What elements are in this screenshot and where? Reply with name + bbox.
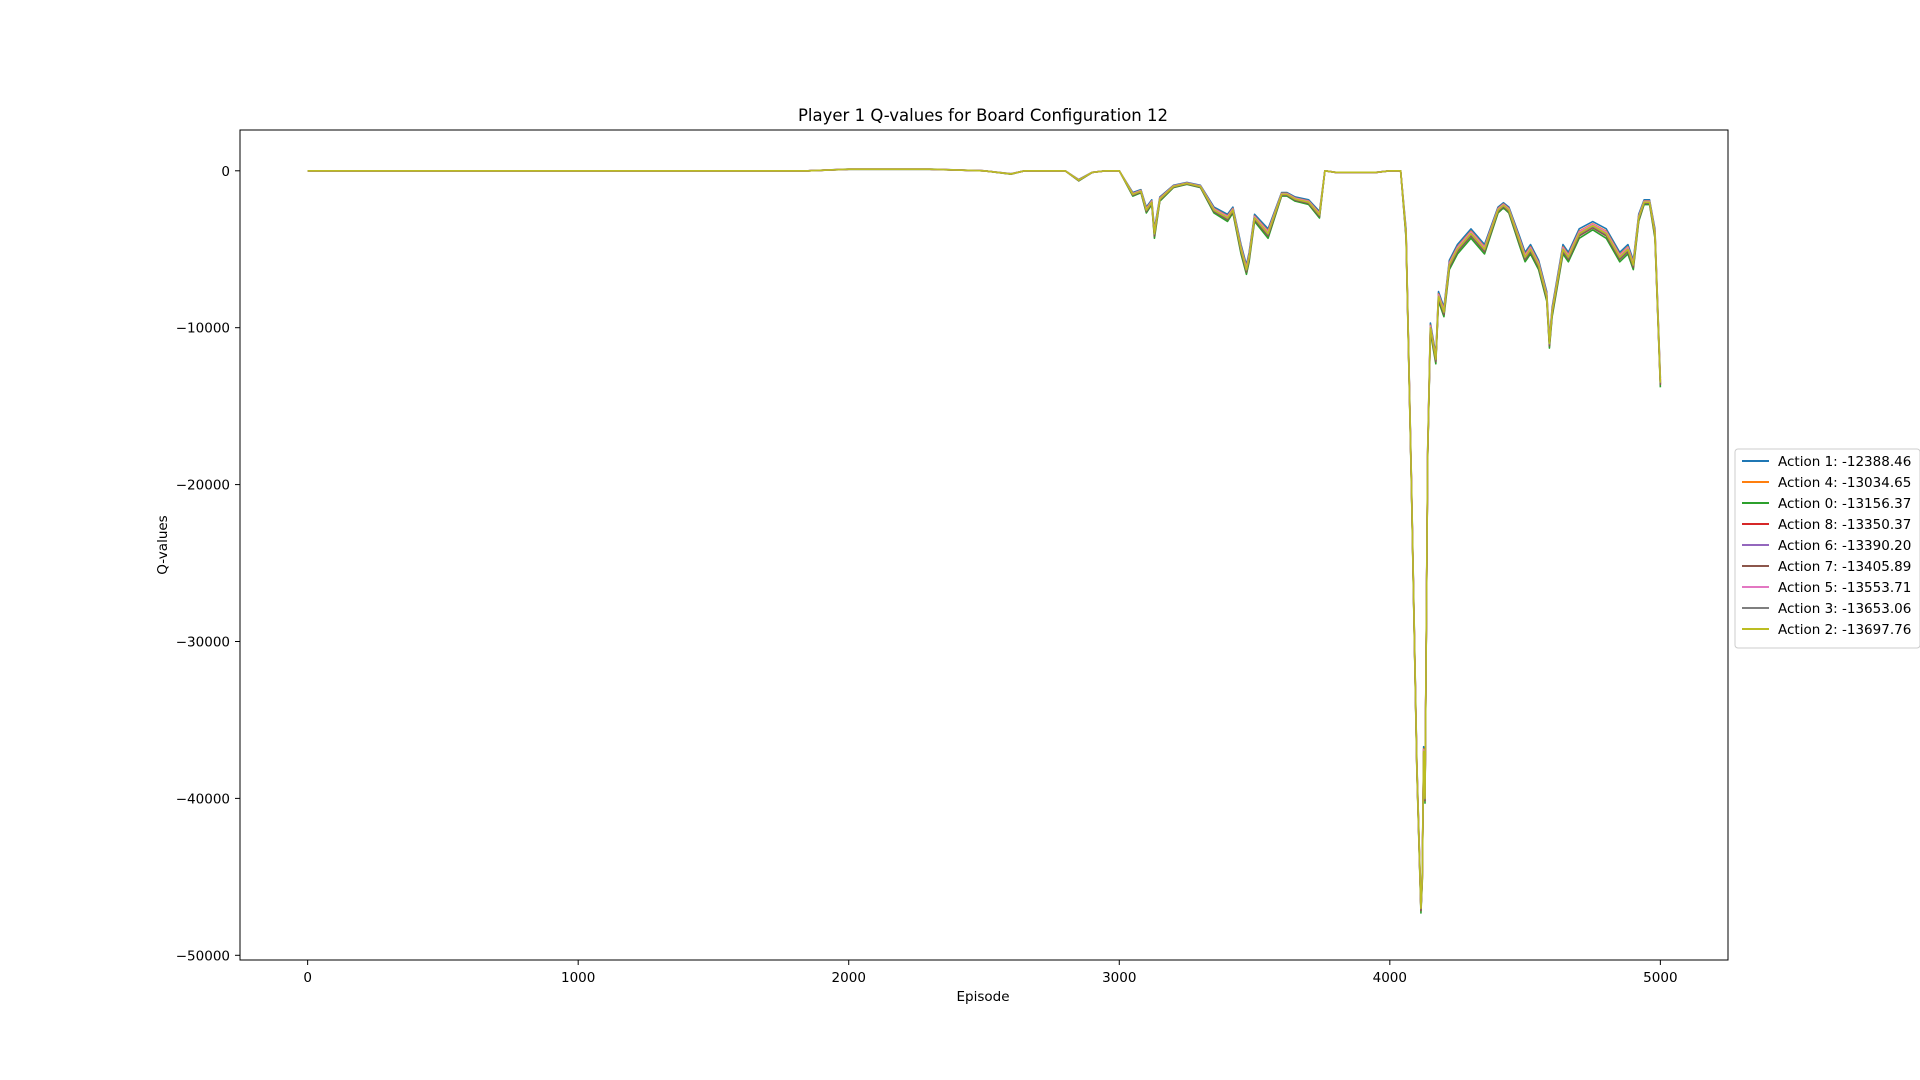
legend-label-2: Action 0: -13156.37 [1778,496,1911,512]
legend-label-7: Action 3: -13653.06 [1778,601,1911,617]
legend: Action 1: -12388.46 Action 4: -13034.65 Ac… [1734,448,1920,649]
y-tick-label: −50000 [176,948,230,964]
legend-label-3: Action 8: -13350.37 [1778,517,1911,533]
legend-label-4: Action 6: -13390.20 [1778,538,1911,554]
series-line-5 [307,168,1662,912]
legend-label-6: Action 5: -13553.71 [1778,580,1911,596]
series-lines [307,168,1662,914]
x-tick-label: 3000 [1102,970,1136,986]
y-tick-label: −20000 [176,478,230,494]
x-tick-label: 2000 [832,970,866,986]
y-axis-label: Q-values [155,515,171,574]
legend-label-8: Action 2: -13697.76 [1778,622,1911,638]
series-line-2 [307,168,1662,914]
y-tick-label: −10000 [176,321,230,337]
chart-title: Player 1 Q-values for Board Configuratio… [798,106,1168,125]
x-tick-label: 5000 [1643,970,1677,986]
series-line-0 [307,168,1662,905]
series-line-7 [307,168,1662,910]
legend-label-1: Action 4: -13034.65 [1778,475,1911,491]
y-tick-label: 0 [221,164,230,180]
legend-label-0: Action 1: -12388.46 [1778,454,1911,470]
legend-label-5: Action 7: -13405.89 [1778,559,1911,575]
x-axis-label: Episode [956,989,1009,1005]
y-tick-label: −40000 [176,791,230,807]
series-line-6 [307,168,1662,908]
x-tick-label: 1000 [561,970,595,986]
x-tick-label: 0 [303,970,312,986]
y-axis: 0 −10000 −20000 −30000 −40000 −50000 [176,164,240,964]
x-axis: 0 1000 2000 3000 4000 5000 [303,960,1678,986]
series-line-1 [307,168,1662,907]
legend-box [1734,448,1920,649]
y-tick-label: −30000 [176,634,230,650]
x-tick-label: 4000 [1373,970,1407,986]
series-line-8 [307,168,1662,910]
series-line-4 [307,168,1662,909]
series-line-3 [307,168,1662,911]
plot-area-frame [239,129,1729,961]
